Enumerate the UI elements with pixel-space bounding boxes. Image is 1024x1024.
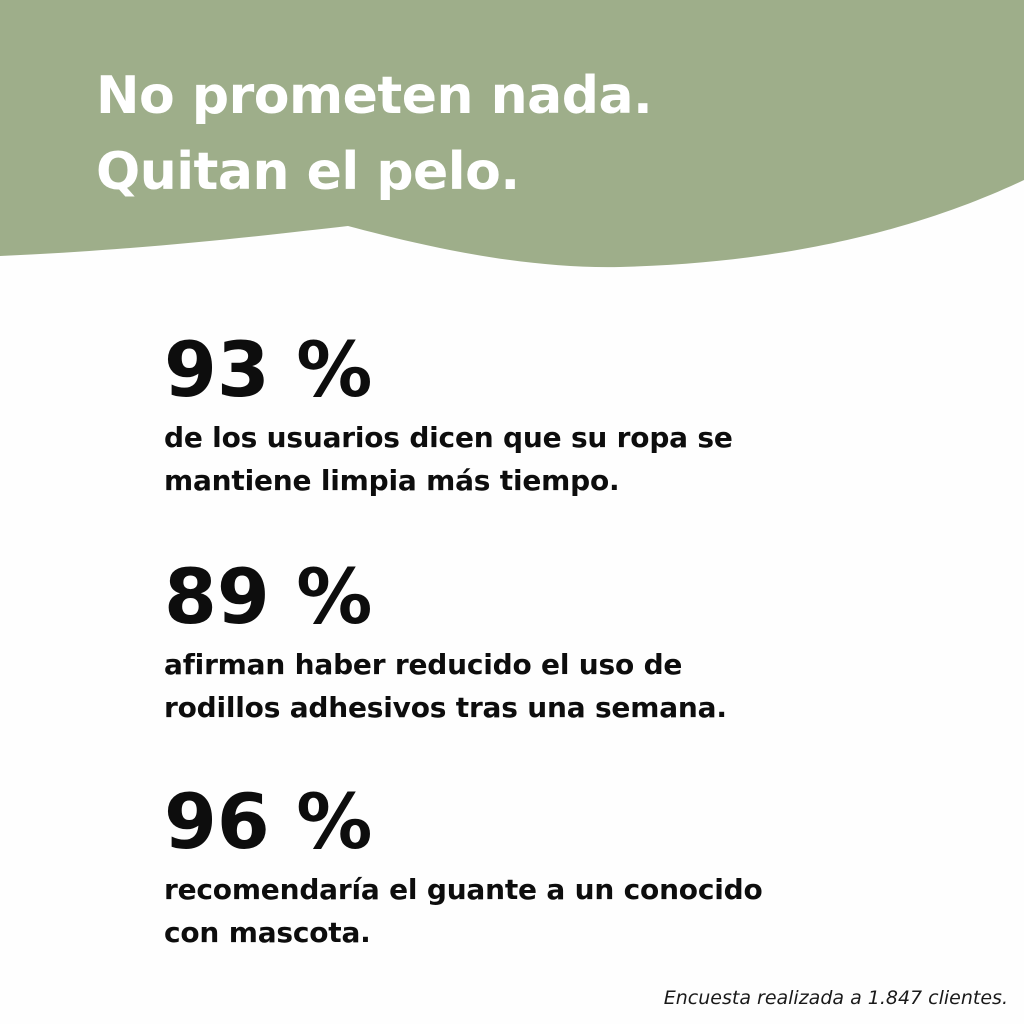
stat-description: recomendaría el guante a un conocido con… (164, 868, 763, 954)
stat-block-1: 93 % de los usuarios dicen que su ropa s… (164, 328, 733, 502)
headline-line-1: No prometen nada. (96, 66, 653, 126)
stat-value: 93 % (164, 325, 373, 414)
survey-footnote: Encuesta realizada a 1.847 clientes. (663, 987, 1008, 1009)
banner-wave-shape (0, 0, 1024, 268)
stat-block-2: 89 % afirman haber reducido el uso de ro… (164, 555, 727, 729)
stat-value: 89 % (164, 552, 373, 641)
stat-description-line: con mascota. (164, 916, 371, 949)
stat-description-line: de los usuarios dicen que su ropa se (164, 421, 733, 454)
stat-description: afirman haber reducido el uso de rodillo… (164, 643, 727, 729)
stat-description-line: afirman haber reducido el uso de (164, 648, 683, 681)
stat-description-line: recomendaría el guante a un conocido (164, 873, 763, 906)
header-banner (0, 0, 1024, 268)
stat-value: 96 % (164, 777, 373, 866)
stat-description: de los usuarios dicen que su ropa se man… (164, 416, 733, 502)
headline: No prometen nada. Quitan el pelo. (96, 58, 653, 210)
stat-description-line: rodillos adhesivos tras una semana. (164, 691, 727, 724)
headline-line-2: Quitan el pelo. (96, 142, 520, 202)
stat-description-line: mantiene limpia más tiempo. (164, 464, 620, 497)
stat-block-3: 96 % recomendaría el guante a un conocid… (164, 780, 763, 954)
